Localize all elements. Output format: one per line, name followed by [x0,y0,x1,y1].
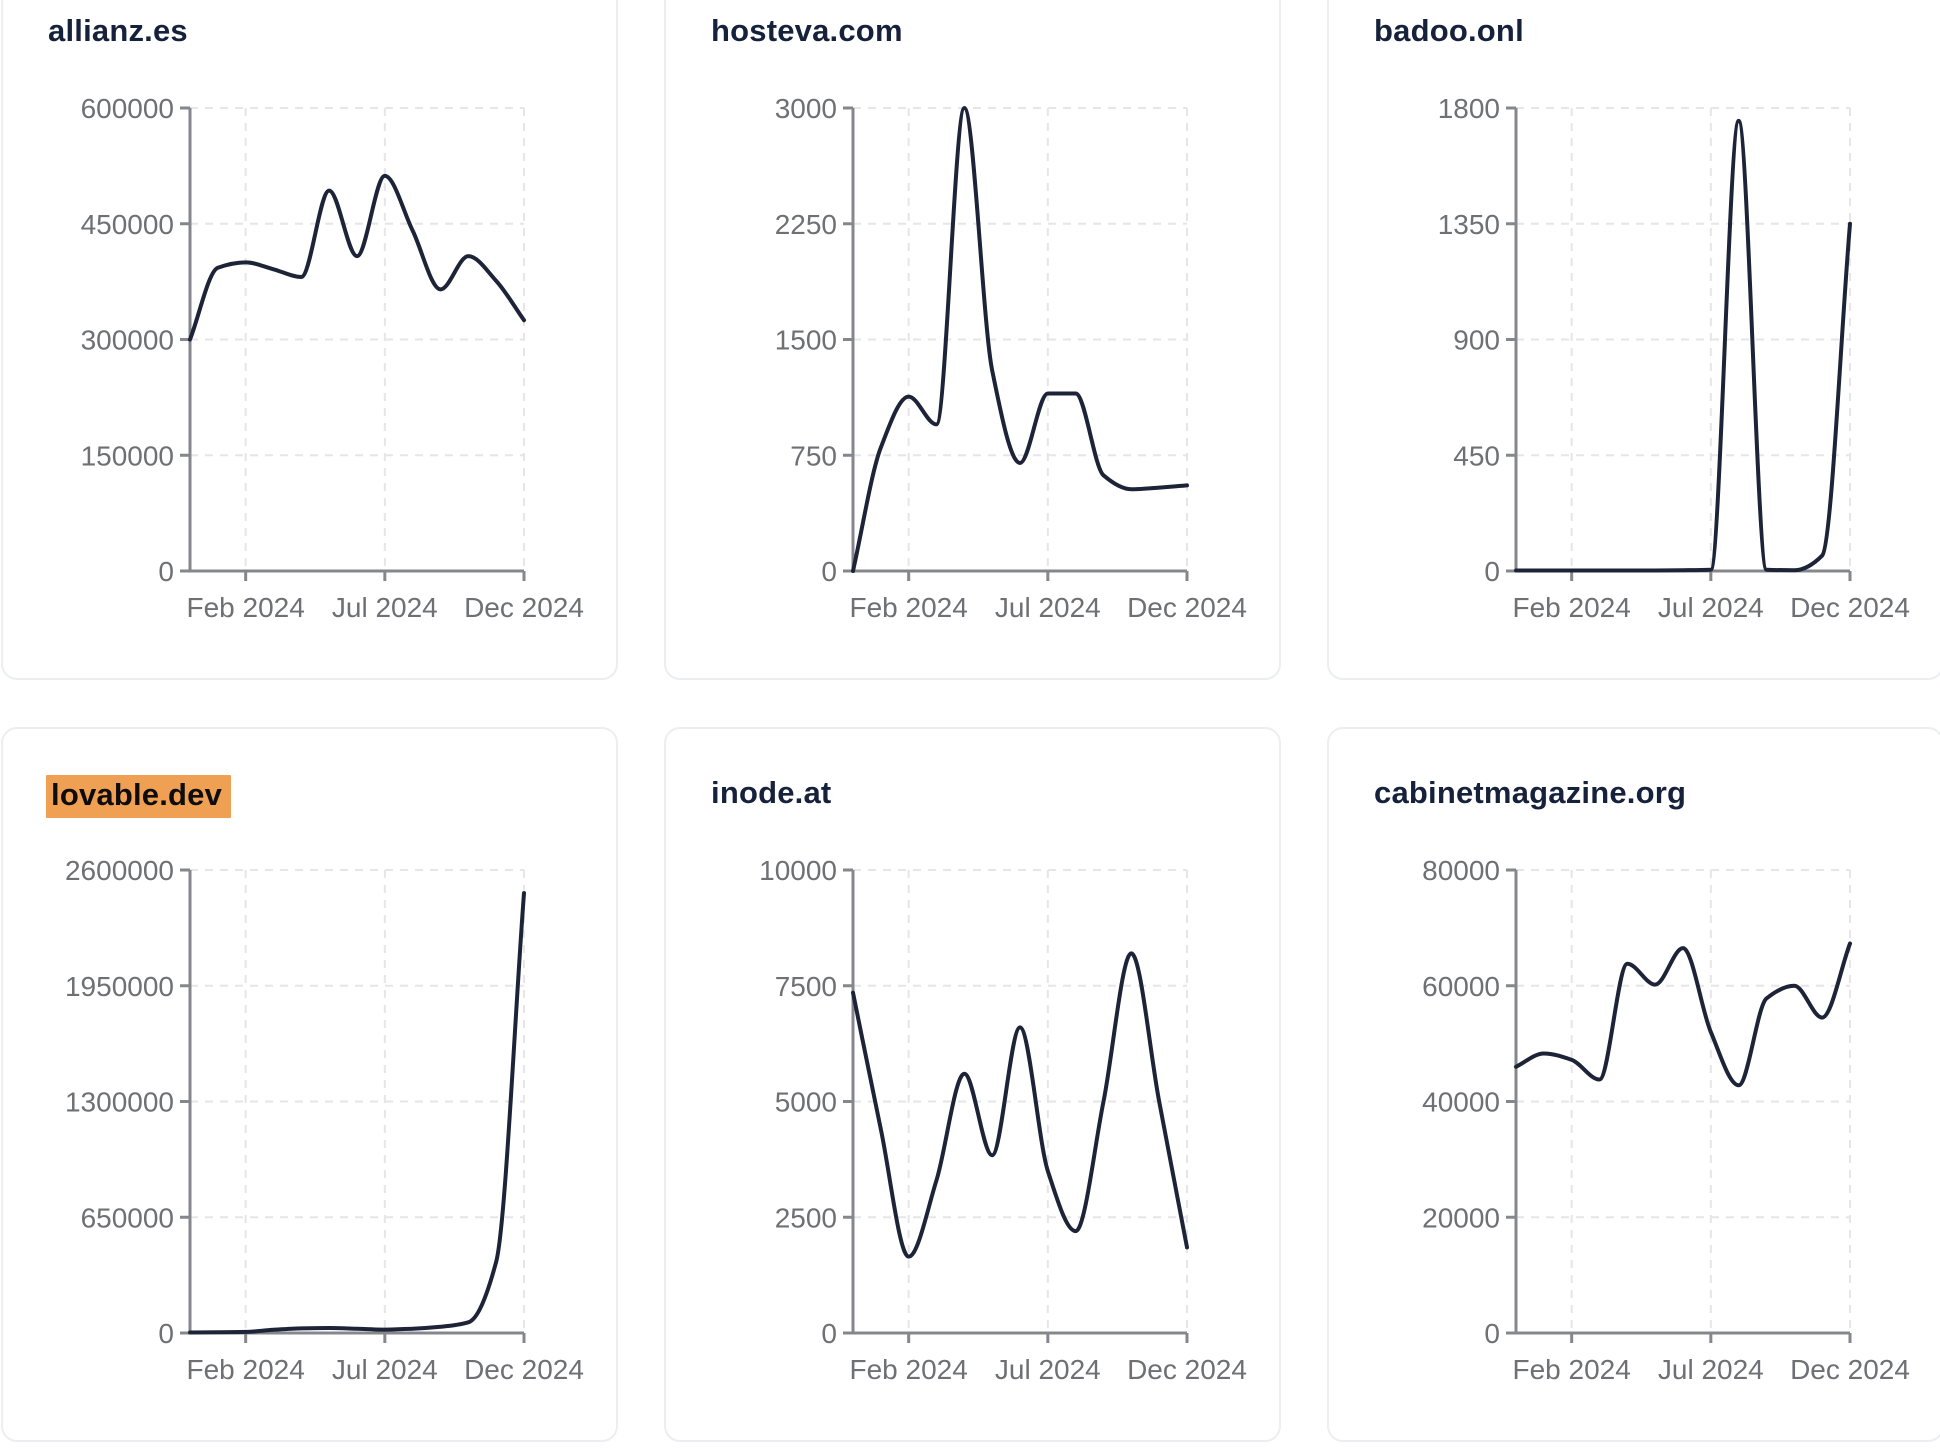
domain-title[interactable]: inode.at [711,775,832,810]
svg-text:0: 0 [158,556,174,587]
line-chart: 0 20000 40000 60000 80000 Feb 2024 Jul 2024 Dec… [1422,855,1910,1385]
svg-text:Jul 2024: Jul 2024 [332,592,438,623]
svg-text:2500: 2500 [775,1202,837,1233]
svg-text:Dec 2024: Dec 2024 [1127,1354,1247,1385]
svg-text:Dec 2024: Dec 2024 [1790,592,1910,623]
svg-text:150000: 150000 [81,440,174,471]
svg-text:Feb 2024: Feb 2024 [1513,592,1631,623]
svg-text:3000: 3000 [775,93,837,124]
svg-text:300000: 300000 [81,325,174,356]
chart-card: badoo.onl 0 450 900 1350 1800 Feb 2024 Jul 202… [1327,0,1940,680]
svg-text:5000: 5000 [775,1087,837,1118]
svg-text:1350: 1350 [1438,209,1500,240]
svg-text:Jul 2024: Jul 2024 [332,1354,438,1385]
svg-text:Dec 2024: Dec 2024 [1790,1354,1910,1385]
svg-text:60000: 60000 [1422,971,1500,1002]
svg-text:0: 0 [1484,1318,1500,1349]
svg-text:Dec 2024: Dec 2024 [464,592,584,623]
svg-text:Dec 2024: Dec 2024 [1127,592,1247,623]
chart-card: cabinetmagazine.org 0 20000 40000 60000 8000… [1327,727,1940,1442]
svg-text:7500: 7500 [775,971,837,1002]
svg-text:650000: 650000 [81,1202,174,1233]
svg-text:Feb 2024: Feb 2024 [187,592,305,623]
domain-title[interactable]: badoo.onl [1374,13,1524,48]
svg-text:Jul 2024: Jul 2024 [995,592,1101,623]
svg-text:Feb 2024: Feb 2024 [850,1354,968,1385]
svg-text:750: 750 [790,440,837,471]
domain-title-highlighted[interactable]: lovable.dev [46,775,232,818]
domain-title[interactable]: cabinetmagazine.org [1374,775,1687,810]
svg-text:0: 0 [821,556,837,587]
svg-text:20000: 20000 [1422,1202,1500,1233]
svg-text:Jul 2024: Jul 2024 [1658,592,1764,623]
svg-text:Feb 2024: Feb 2024 [1513,1354,1631,1385]
line-chart: 0 450 900 1350 1800 Feb 2024 Jul 2024 Dec 2024 [1438,93,1910,623]
svg-text:2600000: 2600000 [65,855,174,886]
line-chart: 0 150000 300000 450000 600000 Feb 2024 Jul 202… [81,93,584,623]
svg-text:10000: 10000 [759,855,837,886]
chart-card: hosteva.com 0 750 1500 2250 3000 Feb 2024 Jul … [664,0,1281,680]
svg-text:900: 900 [1453,325,1500,356]
svg-text:0: 0 [821,1318,837,1349]
svg-text:Jul 2024: Jul 2024 [995,1354,1101,1385]
svg-text:Feb 2024: Feb 2024 [850,592,968,623]
svg-text:80000: 80000 [1422,855,1500,886]
svg-text:0: 0 [1484,556,1500,587]
svg-text:0: 0 [158,1318,174,1349]
svg-text:Dec 2024: Dec 2024 [464,1354,584,1385]
line-chart: 0 650000 1300000 1950000 2600000 Feb 2024 Jul … [65,855,584,1385]
svg-text:Jul 2024: Jul 2024 [1658,1354,1764,1385]
svg-text:450000: 450000 [81,209,174,240]
line-chart: 0 750 1500 2250 3000 Feb 2024 Jul 2024 Dec 2024 [775,93,1247,623]
line-chart: 0 2500 5000 7500 10000 Feb 2024 Jul 2024 Dec 20… [759,855,1247,1385]
svg-text:40000: 40000 [1422,1087,1500,1118]
domain-title[interactable]: allianz.es [48,13,188,48]
svg-text:1950000: 1950000 [65,971,174,1002]
svg-text:1500: 1500 [775,325,837,356]
svg-text:450: 450 [1453,440,1500,471]
svg-text:1300000: 1300000 [65,1087,174,1118]
svg-text:2250: 2250 [775,209,837,240]
chart-card: lovable.dev 0 650000 1300000 1950000 2600000… [1,727,618,1442]
chart-card: allianz.es 0 150000 300000 450000 600000 Feb … [1,0,618,680]
domain-title[interactable]: hosteva.com [711,13,903,48]
svg-text:600000: 600000 [81,93,174,124]
chart-card: inode.at 0 2500 5000 7500 10000 Feb 2024 Jul 2… [664,727,1281,1442]
svg-text:1800: 1800 [1438,93,1500,124]
svg-text:Feb 2024: Feb 2024 [187,1354,305,1385]
